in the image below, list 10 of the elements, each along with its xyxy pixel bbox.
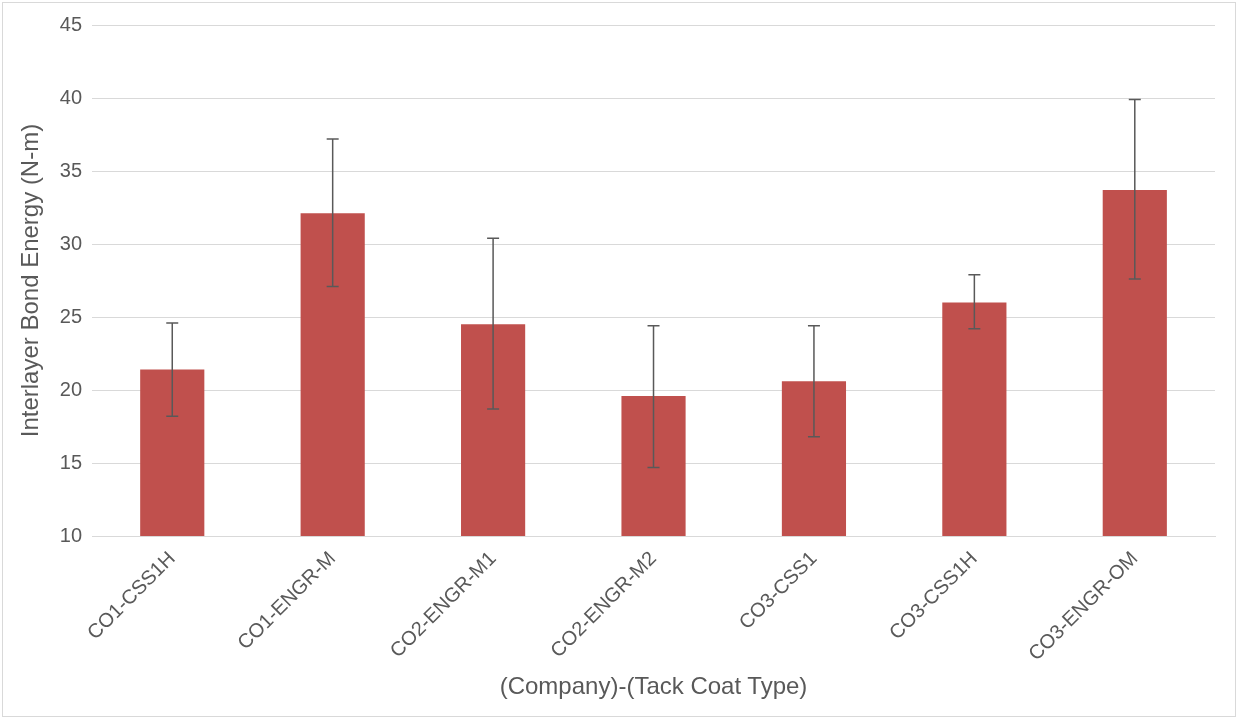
y-axis-title: Interlayer Bond Energy (N-m) bbox=[16, 123, 44, 438]
y-tick-label: 10 bbox=[59, 523, 83, 546]
y-tick-label: 15 bbox=[59, 450, 83, 473]
y-tick-label: 20 bbox=[59, 377, 83, 400]
y-tick-label: 25 bbox=[59, 304, 83, 327]
x-axis-title: (Company)-(Tack Coat Type) bbox=[499, 672, 808, 700]
y-tick-label: 45 bbox=[59, 12, 83, 35]
y-tick-label: 30 bbox=[59, 231, 83, 254]
y-tick-label: 35 bbox=[59, 158, 83, 181]
y-tick-label: 40 bbox=[59, 85, 83, 108]
